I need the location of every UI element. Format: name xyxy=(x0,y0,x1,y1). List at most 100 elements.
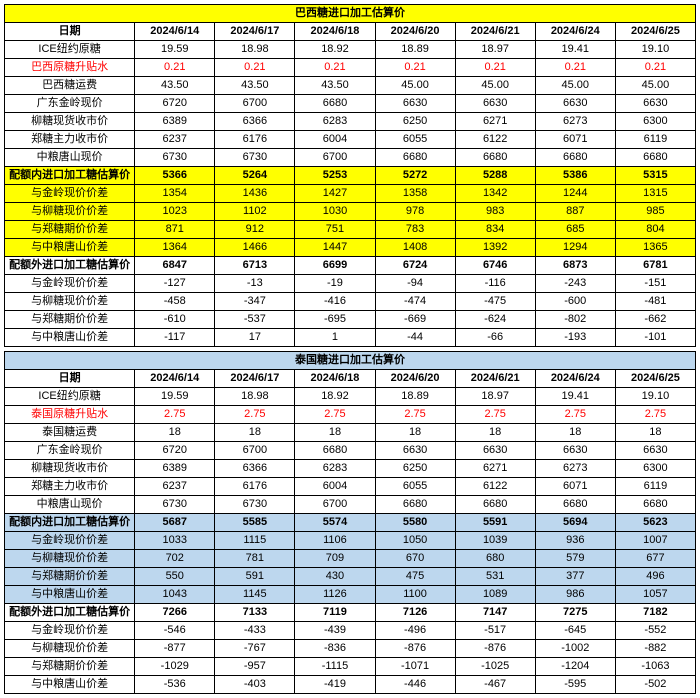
data-cell: -44 xyxy=(375,329,455,347)
data-cell: -546 xyxy=(135,622,215,640)
data-cell: -243 xyxy=(535,275,615,293)
row-label: 与郑糖期价价差 xyxy=(5,311,135,329)
data-cell: 19.59 xyxy=(135,41,215,59)
row-label: ICE纽约原糖 xyxy=(5,41,135,59)
data-cell: 5288 xyxy=(455,167,535,185)
date-header: 2024/6/21 xyxy=(455,23,535,41)
section-title: 泰国糖进口加工估算价 xyxy=(5,352,696,370)
data-cell: 1342 xyxy=(455,185,535,203)
data-cell: 43.50 xyxy=(135,77,215,95)
data-cell: 1039 xyxy=(455,532,535,550)
data-cell: 680 xyxy=(455,550,535,568)
data-cell: 6630 xyxy=(535,95,615,113)
data-cell: 834 xyxy=(455,221,535,239)
data-cell: -610 xyxy=(135,311,215,329)
data-cell: 6630 xyxy=(455,442,535,460)
data-cell: 1102 xyxy=(215,203,295,221)
data-cell: 430 xyxy=(295,568,375,586)
data-cell: 550 xyxy=(135,568,215,586)
data-cell: 1100 xyxy=(375,586,455,604)
data-cell: -474 xyxy=(375,293,455,311)
data-cell: 6630 xyxy=(375,95,455,113)
data-cell: 6680 xyxy=(535,496,615,514)
data-cell: 377 xyxy=(535,568,615,586)
date-header: 2024/6/17 xyxy=(215,23,295,41)
row-label: 与柳糖现价价差 xyxy=(5,550,135,568)
data-cell: 1294 xyxy=(535,239,615,257)
data-cell: 6366 xyxy=(215,460,295,478)
row-label: 与金岭现价价差 xyxy=(5,185,135,203)
data-cell: 5272 xyxy=(375,167,455,185)
data-cell: 6724 xyxy=(375,257,455,275)
data-cell: -1029 xyxy=(135,658,215,676)
row-label: 配额外进口加工糖估算价 xyxy=(5,604,135,622)
data-cell: 2.75 xyxy=(215,406,295,424)
data-cell: 1043 xyxy=(135,586,215,604)
data-cell: 579 xyxy=(535,550,615,568)
data-cell: 1145 xyxy=(215,586,295,604)
data-cell: 0.21 xyxy=(135,59,215,77)
data-cell: 6847 xyxy=(135,257,215,275)
data-cell: -419 xyxy=(295,676,375,694)
date-header: 2024/6/14 xyxy=(135,370,215,388)
data-cell: -446 xyxy=(375,676,455,694)
data-cell: 6680 xyxy=(455,149,535,167)
data-cell: 6176 xyxy=(215,478,295,496)
row-label: 与中粮唐山价差 xyxy=(5,329,135,347)
data-cell: -116 xyxy=(455,275,535,293)
data-cell: 7266 xyxy=(135,604,215,622)
row-label: 与郑糖期价价差 xyxy=(5,221,135,239)
data-cell: -595 xyxy=(535,676,615,694)
data-cell: -1204 xyxy=(535,658,615,676)
data-cell: 1033 xyxy=(135,532,215,550)
data-cell: 5694 xyxy=(535,514,615,532)
data-cell: 978 xyxy=(375,203,455,221)
data-cell: 0.21 xyxy=(295,59,375,77)
data-cell: 18.92 xyxy=(295,388,375,406)
data-cell: 6122 xyxy=(455,478,535,496)
data-cell: 6700 xyxy=(295,149,375,167)
data-cell: -1002 xyxy=(535,640,615,658)
data-cell: 871 xyxy=(135,221,215,239)
data-cell: -537 xyxy=(215,311,295,329)
row-label: 广东金岭现价 xyxy=(5,95,135,113)
date-header: 2024/6/14 xyxy=(135,23,215,41)
data-cell: 1057 xyxy=(615,586,695,604)
data-cell: 6300 xyxy=(615,113,695,131)
data-cell: 986 xyxy=(535,586,615,604)
data-cell: 5386 xyxy=(535,167,615,185)
data-cell: 6630 xyxy=(455,95,535,113)
data-cell: -151 xyxy=(615,275,695,293)
data-cell: 18 xyxy=(375,424,455,442)
data-cell: 7147 xyxy=(455,604,535,622)
data-cell: 6700 xyxy=(215,442,295,460)
data-cell: 781 xyxy=(215,550,295,568)
data-cell: 7275 xyxy=(535,604,615,622)
row-label: 与中粮唐山价差 xyxy=(5,239,135,257)
data-cell: 783 xyxy=(375,221,455,239)
data-cell: -94 xyxy=(375,275,455,293)
data-cell: 685 xyxy=(535,221,615,239)
data-cell: -403 xyxy=(215,676,295,694)
data-cell: 18 xyxy=(615,424,695,442)
data-cell: 6700 xyxy=(295,496,375,514)
data-cell: 0.21 xyxy=(615,59,695,77)
data-cell: 1126 xyxy=(295,586,375,604)
data-cell: 45.00 xyxy=(535,77,615,95)
data-cell: 2.75 xyxy=(535,406,615,424)
data-cell: 2.75 xyxy=(615,406,695,424)
row-label: 中粮唐山现价 xyxy=(5,149,135,167)
data-cell: -475 xyxy=(455,293,535,311)
data-cell: 6283 xyxy=(295,460,375,478)
data-cell: -645 xyxy=(535,622,615,640)
data-cell: 1408 xyxy=(375,239,455,257)
data-cell: 936 xyxy=(535,532,615,550)
data-cell: -669 xyxy=(375,311,455,329)
data-cell: 6630 xyxy=(375,442,455,460)
data-cell: 1364 xyxy=(135,239,215,257)
data-cell: 983 xyxy=(455,203,535,221)
row-label: 与金岭现价价差 xyxy=(5,275,135,293)
data-cell: 5591 xyxy=(455,514,535,532)
data-cell: -624 xyxy=(455,311,535,329)
data-cell: 6680 xyxy=(535,149,615,167)
